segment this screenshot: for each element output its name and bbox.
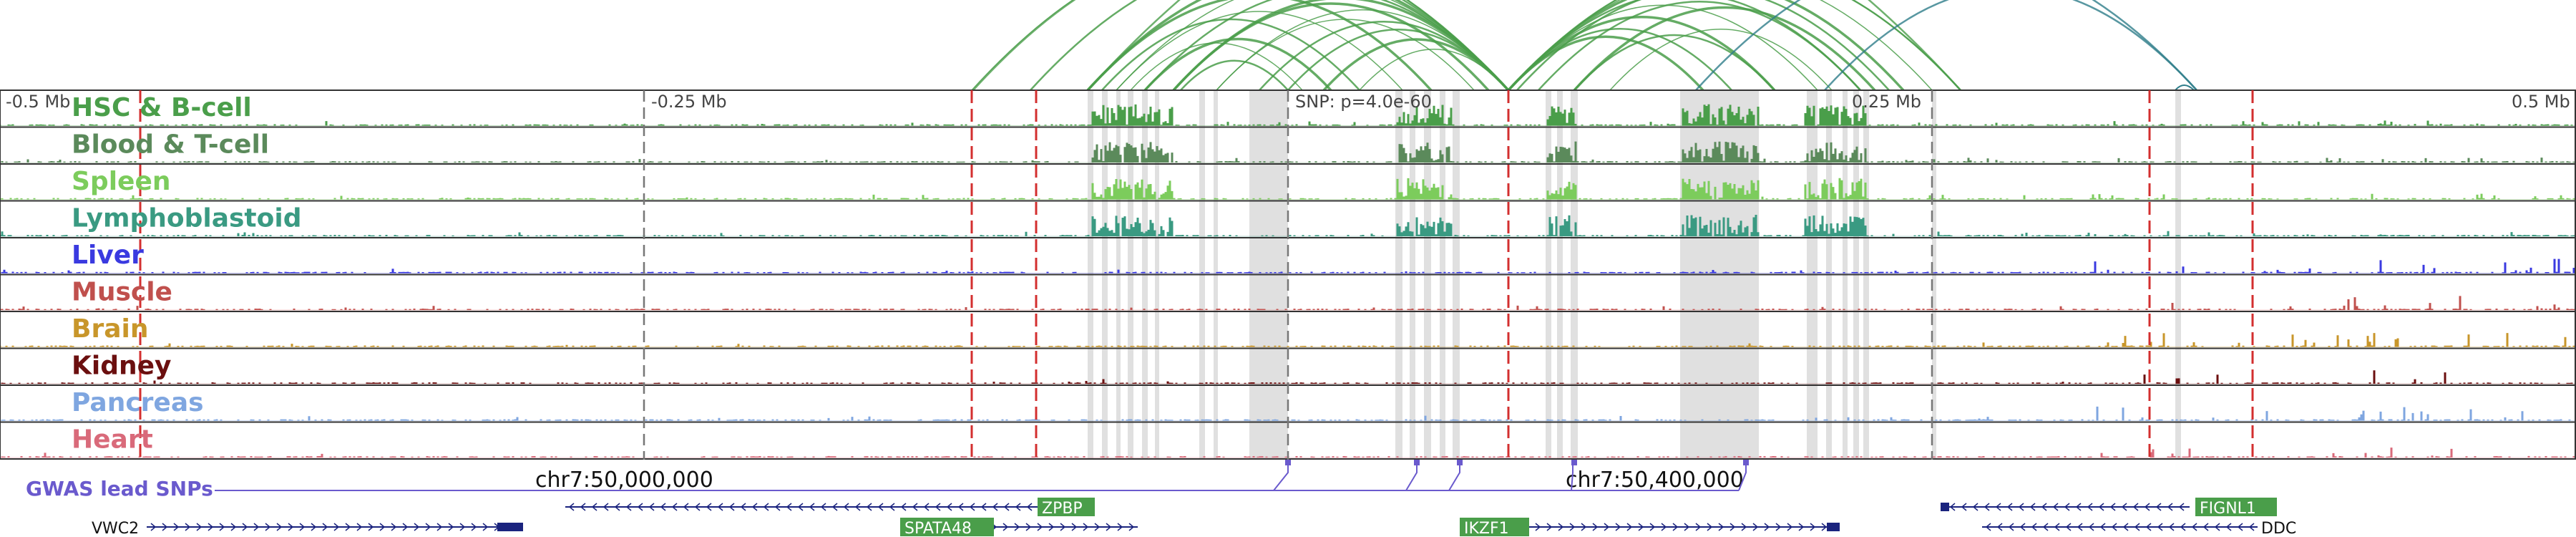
strand-arrows <box>150 523 523 531</box>
loop-arc <box>1216 19 1475 91</box>
loop-arc <box>1116 11 1403 91</box>
loop-arc <box>2175 84 2195 91</box>
track-label: Pancreas <box>72 388 204 417</box>
coordinate-right: chr7:50,400,000 <box>1566 468 1744 493</box>
loop-arc <box>1130 42 1303 91</box>
signal-peaks <box>0 215 2575 236</box>
track-labels: HSC & B-cell Blood & T-cell Spleen Lymphobl… <box>72 93 302 455</box>
loop-arc <box>1695 0 2197 91</box>
gene-fignl1: FIGNL1 <box>1941 498 2277 518</box>
track-label: Brain <box>72 314 148 344</box>
ruler-label-neg-0.25: -0.25 Mb <box>651 92 727 112</box>
loop-arc <box>1507 16 1776 92</box>
signal-peaks <box>0 333 2575 347</box>
gwas-snp-marker <box>1457 460 1463 465</box>
gene-name: ZPBP <box>1042 500 1083 518</box>
exon <box>497 523 523 531</box>
signal-peaks <box>0 178 2575 200</box>
gene-name: VWC2 <box>92 520 139 537</box>
gene-name: FIGNL1 <box>2200 500 2256 518</box>
gene-name: DDC <box>2261 520 2296 537</box>
loop-arc <box>1516 0 1890 91</box>
track-label: Muscle <box>72 278 172 307</box>
loop-arc <box>1573 6 1876 92</box>
gwas-snp-marker <box>1571 460 1577 465</box>
loop-arc <box>1172 2 1490 92</box>
gwas-connector <box>215 460 1289 491</box>
gene-ikzf1: IKZF1 <box>1460 518 1840 537</box>
loop-arc <box>1508 0 1933 91</box>
gene-spata48: SPATA48 <box>900 518 1138 537</box>
signal-peaks <box>1 370 2573 384</box>
exon <box>1827 523 1840 531</box>
loop-arc <box>1508 0 1961 91</box>
gene-label-box <box>1460 518 1529 536</box>
signal-peaks <box>0 296 2575 310</box>
gwas-snp-marker <box>1285 460 1291 465</box>
signal-peaks <box>1 448 2575 458</box>
loop-arc <box>1143 37 1332 92</box>
ruler-label-0.5: 0.5 Mb <box>2512 92 2570 112</box>
gene-label-box <box>2195 498 2277 516</box>
track-label: Lymphoblastoid <box>72 204 302 233</box>
ruler-label-0.25: 0.25 Mb <box>1852 92 1921 112</box>
track-label: Spleen <box>72 167 171 196</box>
loop-arc <box>1508 0 1961 91</box>
strand-arrows <box>1949 503 2185 511</box>
loop-arc <box>1086 0 1433 92</box>
signal-peaks <box>1 141 2575 163</box>
coordinate-left: chr7:50,000,000 <box>535 468 713 493</box>
loop-arc <box>1322 38 1510 92</box>
track-label: Liver <box>72 241 144 270</box>
track-label: Kidney <box>72 352 172 381</box>
gwas-label: GWAS lead SNPs <box>26 477 213 500</box>
ruler: -0.5 Mb -0.25 Mb SNP: p=4.0e-60 0.25 Mb … <box>6 92 2570 112</box>
loop-arc <box>1180 59 1289 91</box>
loop-arc <box>1824 0 2197 91</box>
gene-zpbp: ZPBP <box>565 498 1095 518</box>
gwas-snp-marker <box>1743 460 1749 465</box>
signal-tracks <box>0 90 2576 460</box>
signal-peaks <box>0 104 2573 126</box>
loop-arc <box>1538 1 1861 91</box>
strand-arrows <box>1985 523 2255 531</box>
track-label: Heart <box>72 425 153 455</box>
loop-arc <box>1086 0 1510 92</box>
track-label: HSC & B-cell <box>72 93 252 122</box>
loop-arc <box>1359 49 1509 91</box>
signal-peaks <box>1 258 2575 274</box>
gene-track: VWC2 ZPBP SPATA48 IKZF1 FIGNL1 DDC <box>92 498 2296 537</box>
gene-name: IKZF1 <box>1464 520 1509 537</box>
loop-arc <box>972 0 1509 91</box>
gwas-track: GWAS lead SNPs chr7:50,000,000 chr7:50,4… <box>26 460 1749 500</box>
gene-label-box <box>1038 498 1095 516</box>
strand-arrows <box>991 523 1135 531</box>
ruler-label-neg-0.5: -0.5 Mb <box>6 92 70 112</box>
loop-arc <box>1507 35 1704 92</box>
loop-arc <box>1574 34 1775 91</box>
gene-vwc2: VWC2 <box>92 520 523 537</box>
gene-label-box <box>900 518 994 536</box>
exon <box>1941 503 1949 511</box>
snp-pvalue-label: SNP: p=4.0e-60 <box>1295 92 1432 112</box>
marker-lines <box>139 90 2254 460</box>
loop-arc <box>1087 0 1961 91</box>
track-label: Blood & T-cell <box>72 130 269 160</box>
strand-arrows <box>568 503 1067 511</box>
loop-arc <box>1609 29 1833 91</box>
gene-name: SPATA48 <box>904 520 972 537</box>
gwas-snp-marker <box>1414 460 1420 465</box>
chromatin-loops <box>971 0 2197 92</box>
gene-ddc: DDC <box>1982 520 2296 537</box>
signal-peaks <box>1 406 2571 421</box>
